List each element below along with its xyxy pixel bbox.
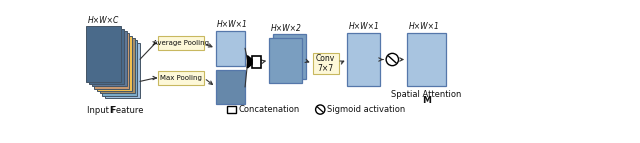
Bar: [86, 26, 121, 82]
Bar: [157, 36, 204, 50]
Bar: [92, 31, 127, 87]
Text: Input Feature: Input Feature: [87, 107, 146, 116]
Text: Sigmoid activation: Sigmoid activation: [327, 105, 406, 114]
Bar: [97, 36, 132, 91]
Bar: [227, 106, 236, 113]
Circle shape: [316, 105, 325, 114]
Bar: [157, 71, 204, 85]
Bar: [348, 33, 380, 87]
Text: H×W×1: H×W×1: [408, 22, 440, 31]
Bar: [105, 43, 140, 98]
Text: Concatenation: Concatenation: [238, 105, 300, 114]
Text: M: M: [422, 97, 431, 106]
Text: Max Pooling: Max Pooling: [160, 75, 202, 81]
Text: H×W×1: H×W×1: [349, 22, 380, 31]
Text: F: F: [109, 107, 115, 116]
Bar: [102, 40, 138, 96]
Bar: [269, 38, 301, 83]
Bar: [252, 56, 261, 68]
Circle shape: [386, 53, 399, 66]
Bar: [100, 38, 134, 93]
Bar: [94, 33, 129, 89]
Text: H×W×2: H×W×2: [271, 24, 301, 33]
Text: H×W×1: H×W×1: [216, 20, 247, 29]
Text: Spatial Attention: Spatial Attention: [391, 90, 461, 99]
Bar: [216, 31, 245, 66]
Text: Average Pooling: Average Pooling: [153, 40, 209, 46]
Bar: [407, 33, 446, 87]
Polygon shape: [248, 56, 252, 68]
Text: Conv
7×7: Conv 7×7: [316, 54, 335, 73]
Text: H×W×C: H×W×C: [88, 16, 119, 25]
Bar: [273, 34, 305, 79]
Bar: [89, 29, 124, 84]
Bar: [312, 53, 339, 74]
Bar: [216, 69, 245, 104]
